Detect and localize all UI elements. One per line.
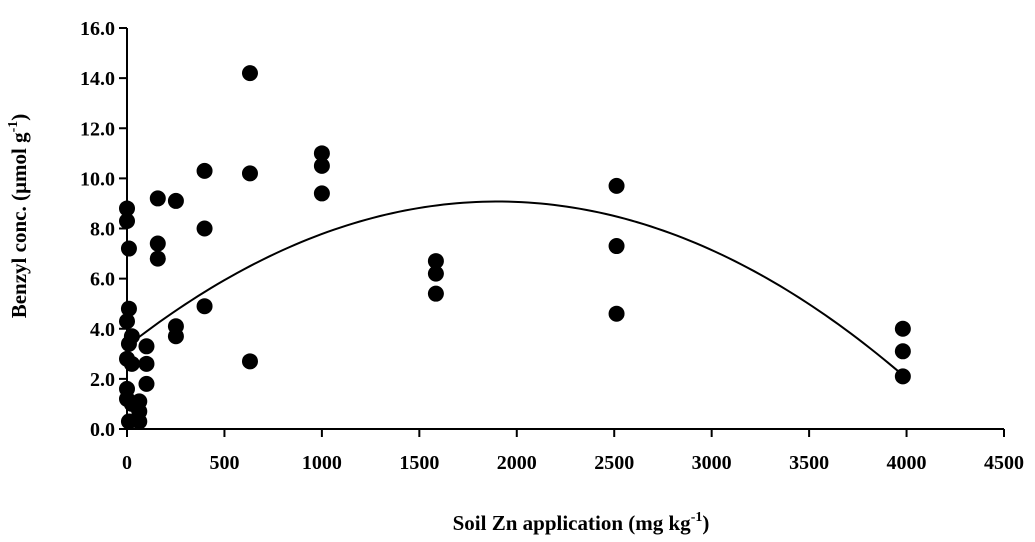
x-tick-label: 0 [122,452,132,474]
data-point [608,177,625,194]
data-point [149,235,166,252]
data-point [149,250,166,267]
data-point [313,145,330,162]
data-point [120,240,137,257]
y-tick-label: 4.0 [90,319,115,341]
data-point [120,300,137,317]
data-point [241,353,258,370]
data-point [427,253,444,270]
y-tick-label: 8.0 [90,219,115,241]
y-tick-label: 2.0 [90,369,115,391]
data-point [313,185,330,202]
data-point [894,368,911,385]
tick-group [119,27,1005,437]
data-point [196,298,213,315]
data-point [138,355,155,372]
y-tick-label: 6.0 [90,269,115,291]
y-axis-title-main: Benzyl conc. (µmol g [7,132,31,318]
data-point [241,165,258,182]
x-tick-label: 1500 [399,452,439,474]
data-point [149,190,166,207]
y-tick-label: 14.0 [80,68,115,90]
x-tick-label: 500 [209,452,239,474]
tick-label-group: 0 500 1000 1500 2000 2500 3000 3500 4000 4500 0.0 2… [80,18,1024,474]
y-tick-label: 0.0 [90,419,115,441]
data-point [167,328,184,345]
data-point [167,192,184,209]
x-tick-label: 4000 [887,452,927,474]
x-axis-title-end: ) [702,511,709,535]
x-axis-title-sup: -1 [691,510,703,525]
y-axis-title-sup: -1 [6,121,21,133]
x-tick-label: 4500 [984,452,1024,474]
y-tick-label: 16.0 [80,18,115,40]
x-tick-label: 2000 [497,452,537,474]
data-point [313,157,330,174]
y-axis-title: Benzyl conc. (µmol g-1) [6,114,31,319]
y-tick-label: 10.0 [80,168,115,190]
data-point [123,328,140,345]
data-point [196,220,213,237]
data-point [427,265,444,282]
scatter-points [119,65,911,430]
data-point [123,355,140,372]
x-axis-title-main: Soil Zn application (mg kg [453,511,692,535]
x-tick-label: 3000 [692,452,732,474]
data-point [196,162,213,179]
trendline [126,200,904,376]
x-tick-label: 3500 [789,452,829,474]
y-axis-title-end: ) [7,114,31,121]
data-point [138,338,155,355]
data-point [241,65,258,82]
data-point [608,305,625,322]
data-point [608,238,625,255]
x-axis-title: Soil Zn application (mg kg-1) [453,510,710,535]
data-point [427,285,444,302]
data-point [119,200,135,217]
x-tick-label: 2500 [594,452,634,474]
data-point [894,320,911,337]
data-point [119,212,135,229]
axes [126,28,1004,430]
y-tick-label: 12.0 [80,118,115,140]
x-tick-label: 1000 [302,452,342,474]
data-point [131,413,148,430]
data-point [138,375,155,392]
data-point [894,343,911,360]
data-point [119,313,135,330]
